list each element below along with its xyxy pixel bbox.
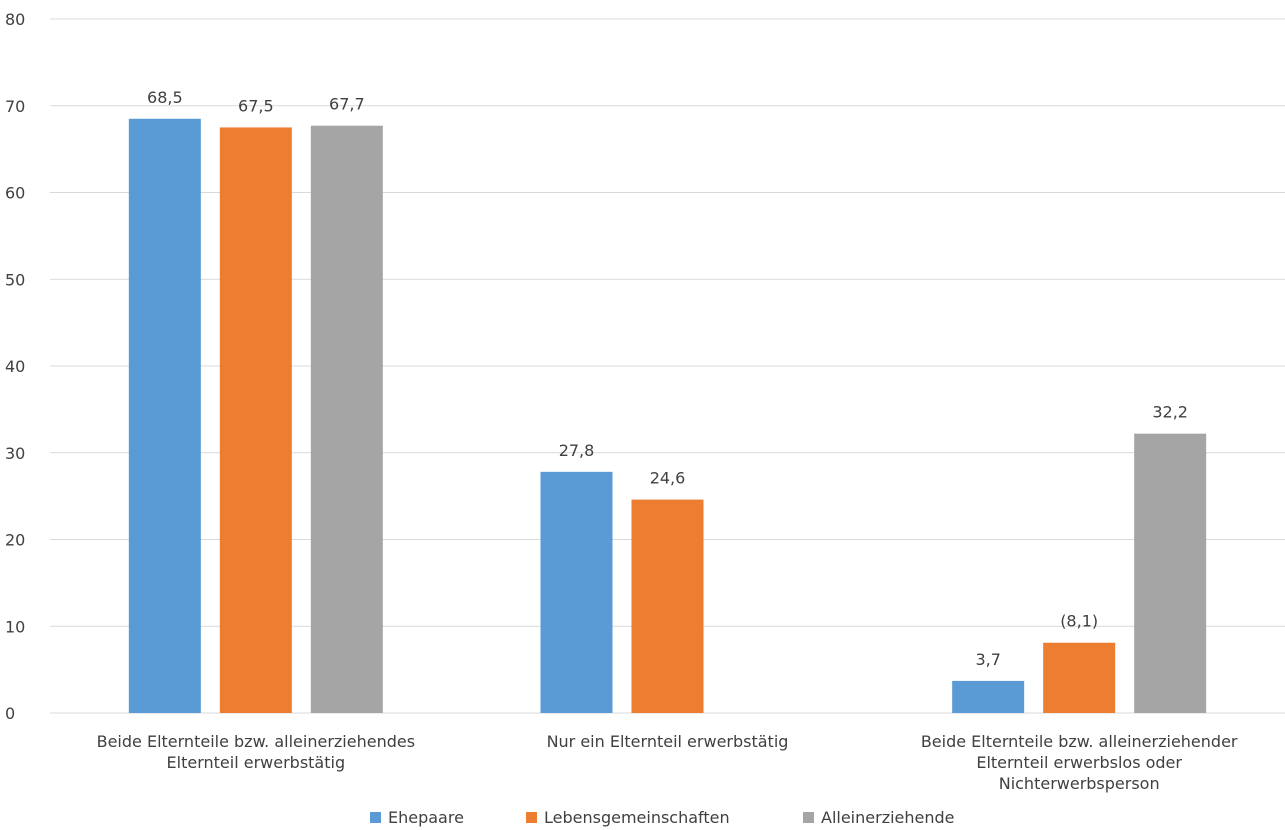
bar <box>128 118 201 713</box>
y-tick-label: 40 <box>5 357 25 376</box>
bars <box>128 118 1207 713</box>
legend-label: Ehepaare <box>388 808 464 827</box>
legend-label: Lebensgemeinschaften <box>544 808 730 827</box>
category-label: Nur ein Elternteil erwerbstätig <box>547 732 789 751</box>
bar <box>952 680 1025 713</box>
y-tick-label: 70 <box>5 97 25 116</box>
data-labels: 68,5 27,8 3,7 67,5 24,6 (8,1) 67,7 32,2 <box>147 88 1188 669</box>
legend-label: Alleinerziehende <box>821 808 955 827</box>
data-label: 32,2 <box>1152 403 1188 422</box>
data-label: 68,5 <box>147 88 183 107</box>
y-tick-label: 20 <box>5 531 25 550</box>
category-label: Beide Elternteile bzw. alleinerziehendes… <box>97 732 415 772</box>
bar <box>1043 642 1116 713</box>
y-tick-label: 0 <box>5 704 15 723</box>
data-label: 24,6 <box>650 469 686 488</box>
y-axis: 0 10 20 30 40 50 60 70 80 <box>5 10 25 723</box>
y-tick-label: 10 <box>5 617 25 636</box>
bar <box>219 127 292 713</box>
y-tick-label: 30 <box>5 444 25 463</box>
y-tick-label: 60 <box>5 184 25 203</box>
y-tick-label: 80 <box>5 10 25 29</box>
bar <box>310 125 383 713</box>
data-label: 67,5 <box>238 96 274 115</box>
data-label: (8,1) <box>1060 612 1098 631</box>
legend-swatch <box>803 812 814 823</box>
data-label: 67,7 <box>329 95 365 114</box>
legend-swatch <box>370 812 381 823</box>
bar <box>540 471 613 713</box>
x-axis: Beide Elternteile bzw. alleinerziehendes… <box>97 732 1238 793</box>
data-label: 3,7 <box>975 650 1000 669</box>
legend-swatch <box>526 812 537 823</box>
bar <box>1134 433 1207 713</box>
y-tick-label: 50 <box>5 270 25 289</box>
legend: Ehepaare Lebensgemeinschaften Alleinerzieh… <box>370 808 955 827</box>
category-label: Beide Elternteile bzw. alleinerziehender… <box>921 732 1238 793</box>
bar <box>631 499 704 713</box>
data-label: 27,8 <box>559 441 595 460</box>
